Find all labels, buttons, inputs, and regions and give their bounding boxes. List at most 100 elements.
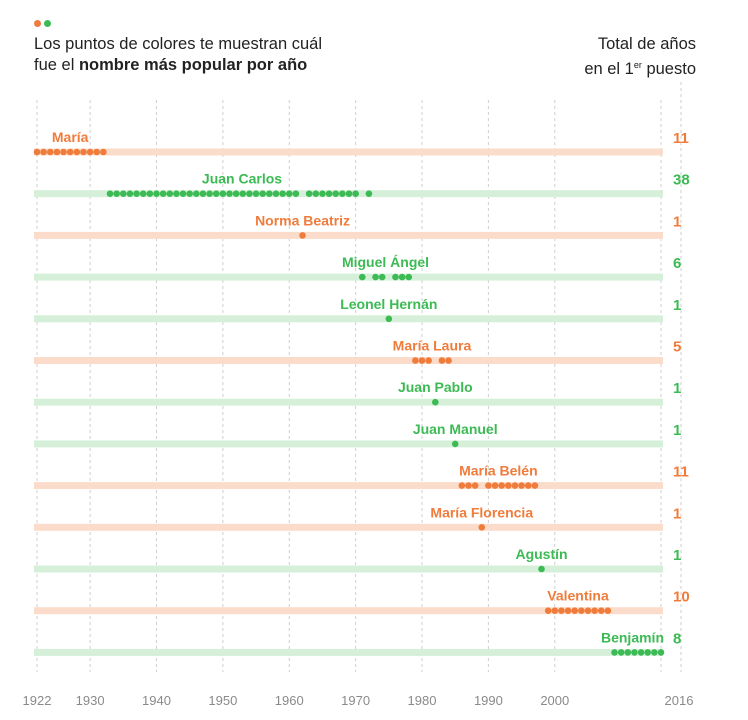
year-dot: [332, 190, 340, 197]
year-dot: [352, 190, 359, 197]
year-dot: [498, 482, 505, 489]
total-header-prefix: en el 1: [584, 60, 634, 78]
year-dot: [564, 607, 572, 614]
year-dot: [471, 482, 479, 489]
year-dot: [199, 190, 207, 197]
x-tick-label: 1970: [341, 693, 370, 708]
year-dot: [186, 190, 193, 197]
year-dot: [458, 482, 466, 489]
female-dot-icon: [34, 20, 41, 27]
row-band: [34, 607, 663, 615]
year-dot: [651, 649, 658, 656]
year-dot: [544, 607, 552, 614]
year-dot: [358, 273, 366, 281]
year-dot: [119, 190, 127, 197]
name-label: Agustín: [515, 546, 567, 562]
total-years-label: 1: [673, 380, 681, 397]
name-label: Juan Carlos: [202, 171, 282, 187]
year-dot: [431, 398, 439, 406]
row-band: [34, 273, 663, 281]
total-years-label: 6: [673, 255, 681, 272]
year-dot: [80, 148, 87, 156]
row-band: [34, 357, 663, 364]
total-header-line-1: Total de años: [597, 35, 696, 53]
total-years-label: 1: [673, 547, 681, 564]
year-dot: [319, 190, 326, 197]
x-tick-label: 2000: [540, 693, 569, 708]
year-dot: [445, 357, 452, 364]
year-dot: [166, 190, 174, 197]
total-years-label: 11: [673, 464, 689, 481]
total-years-label: 5: [673, 339, 681, 356]
year-dot: [272, 190, 280, 197]
year-dot: [398, 273, 406, 281]
year-dot: [372, 273, 379, 281]
year-dot: [438, 357, 446, 364]
name-label: Norma Beatriz: [255, 212, 350, 228]
year-dot: [325, 190, 333, 197]
year-dot: [478, 524, 486, 531]
year-dot: [611, 649, 618, 656]
year-dot: [491, 482, 499, 489]
year-dot: [285, 190, 293, 197]
total-header: Total de años en el 1er puesto: [496, 34, 696, 80]
year-dot: [365, 190, 373, 197]
year-dot: [66, 148, 74, 156]
x-tick-label: 1990: [474, 693, 503, 708]
year-dot: [465, 482, 472, 489]
year-dot: [485, 482, 492, 489]
year-dot: [53, 148, 61, 156]
name-label: Valentina: [547, 588, 609, 604]
total-years-label: 38: [673, 172, 690, 189]
year-dot: [524, 482, 532, 489]
year-dot: [578, 607, 585, 614]
year-dot: [100, 148, 107, 156]
name-label: María Belén: [459, 463, 538, 479]
year-dot: [292, 190, 300, 197]
year-dot: [418, 357, 426, 364]
year-dot: [133, 190, 140, 197]
total-years-label: 1: [673, 297, 681, 314]
year-dot: [179, 190, 187, 197]
year-dot: [511, 482, 519, 489]
year-dot: [597, 607, 605, 614]
year-dot: [153, 190, 160, 197]
total-header-line-2: en el 1er puesto: [496, 55, 696, 80]
year-dot: [345, 190, 353, 197]
total-years-label: 8: [673, 630, 681, 647]
total-years-label: 1: [673, 422, 681, 439]
row-band: [34, 440, 663, 448]
year-dot: [173, 190, 180, 197]
total-header-sup: er: [633, 60, 642, 70]
year-dot: [73, 148, 81, 156]
subtitle-line-1: Los puntos de colores te muestran cuál: [34, 35, 323, 53]
year-dot: [299, 232, 306, 239]
x-tick-label: 2016: [665, 693, 694, 708]
year-dot: [644, 649, 652, 656]
name-label: Benjamín: [601, 629, 664, 645]
total-years-label: 11: [673, 130, 689, 147]
year-dot: [219, 190, 227, 197]
x-tick-label: 1940: [142, 693, 171, 708]
year-dot: [405, 273, 413, 281]
x-tick-label: 1922: [23, 693, 52, 708]
year-dot: [239, 190, 247, 197]
row-band: [34, 315, 663, 323]
year-dot: [46, 148, 54, 156]
year-dot: [266, 190, 273, 197]
chart-subtitle: Los puntos de colores te muestran cuál f…: [34, 34, 414, 76]
name-label: Juan Pablo: [398, 379, 473, 395]
year-dot: [617, 649, 625, 656]
year-dot: [425, 357, 432, 364]
year-dot: [259, 190, 267, 197]
year-dot: [305, 190, 313, 197]
x-tick-label: 1980: [408, 693, 437, 708]
year-dot: [312, 190, 320, 197]
year-dot: [412, 357, 419, 364]
row-band: [34, 398, 663, 406]
year-dot: [159, 190, 167, 197]
year-dot: [591, 607, 598, 614]
name-label: María Laura: [393, 338, 472, 354]
year-dot: [531, 482, 539, 489]
